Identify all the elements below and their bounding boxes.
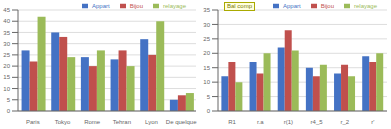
- svg-text:35: 35: [203, 7, 210, 13]
- svg-text:35: 35: [8, 30, 11, 36]
- svg-text:r_2: r_2: [340, 119, 349, 125]
- svg-text:r4_5: r4_5: [311, 119, 324, 125]
- svg-text:5: 5: [8, 97, 11, 103]
- svg-text:r.a: r.a: [257, 119, 264, 125]
- svg-text:r': r': [371, 119, 374, 125]
- html-text:Appart: Appart: [92, 3, 110, 9]
- svg-text:25: 25: [203, 36, 210, 42]
- html-text:Bal comp: Bal comp: [227, 3, 252, 9]
- html-text:Bijou: Bijou: [320, 3, 334, 9]
- svg-text:Paris: Paris: [26, 119, 40, 125]
- svg-text:10: 10: [8, 86, 11, 92]
- svg-text:10: 10: [203, 79, 210, 85]
- svg-text:15: 15: [203, 65, 210, 71]
- svg-text:30: 30: [203, 22, 210, 28]
- svg-text:20: 20: [8, 63, 11, 69]
- html-text:Appart: Appart: [283, 3, 301, 9]
- svg-text:40: 40: [8, 18, 11, 24]
- svg-text:Lyon: Lyon: [145, 119, 158, 125]
- svg-text:r(1): r(1): [284, 119, 293, 125]
- svg-text:15: 15: [8, 74, 11, 80]
- svg-text:5: 5: [207, 94, 211, 100]
- svg-text:Tokyo: Tokyo: [55, 119, 71, 125]
- svg-text:30: 30: [8, 41, 11, 47]
- svg-text:Rome: Rome: [84, 119, 101, 125]
- html-text:relayage: relayage: [354, 3, 377, 9]
- html-text:Bijou: Bijou: [129, 3, 143, 9]
- svg-text:De quelquechose: De quelquechose: [166, 119, 197, 127]
- svg-text:45: 45: [8, 7, 11, 13]
- html-text:relayage: relayage: [163, 3, 186, 9]
- svg-text:0: 0: [207, 108, 211, 114]
- svg-text:R1: R1: [228, 119, 236, 125]
- svg-text:25: 25: [8, 52, 11, 58]
- svg-text:0: 0: [8, 108, 11, 114]
- svg-text:Tehran: Tehran: [113, 119, 131, 125]
- svg-text:20: 20: [203, 50, 210, 56]
